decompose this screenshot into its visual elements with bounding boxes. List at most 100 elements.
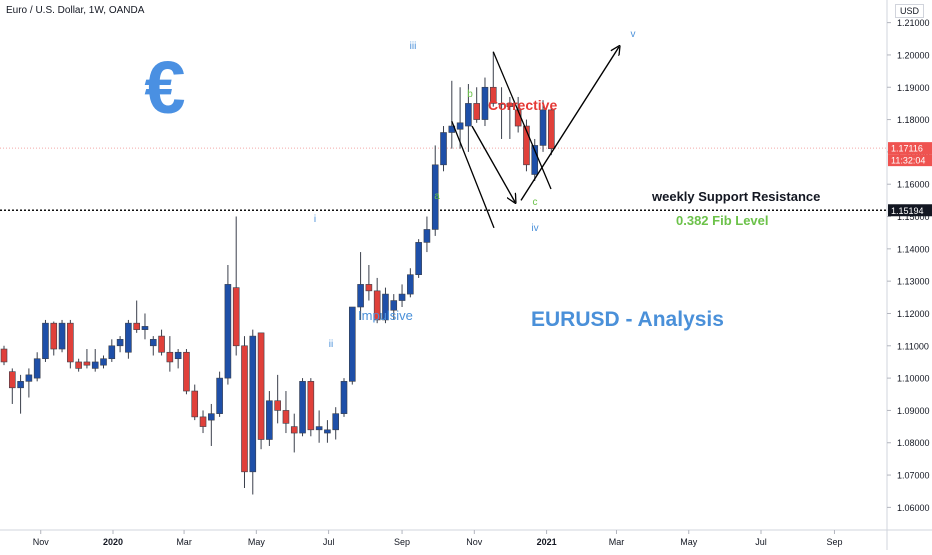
symbol-title: Euro / U.S. Dollar, 1W, OANDA: [6, 5, 145, 16]
price-tick-label: 1.08000: [897, 438, 930, 448]
candle-body: [456, 122, 464, 130]
candle-body: [8, 371, 16, 389]
candle-body: [373, 290, 381, 321]
candle-body: [149, 339, 157, 347]
time-tick-label: Sep: [826, 537, 842, 547]
candle-body: [481, 86, 489, 120]
candle-body: [100, 358, 107, 366]
price-tick-label: 1.15000: [897, 212, 930, 222]
wave-label-a: a: [434, 191, 440, 202]
wave-label-iv: iv: [531, 223, 538, 234]
price-tick-label: 1.16000: [897, 180, 930, 190]
price-tick-label: 1.20000: [897, 50, 930, 60]
wave-v-arrow: [520, 47, 619, 201]
candle-body: [423, 229, 431, 243]
price-tick-label: 1.06000: [897, 503, 930, 513]
candle-body: [83, 361, 91, 366]
candle-body: [75, 361, 82, 369]
candle-body: [133, 322, 140, 330]
candle-body: [440, 132, 447, 166]
wave-c-arrow: [471, 125, 515, 202]
price-tick-label: 1.18000: [897, 115, 930, 125]
candle-body: [0, 348, 8, 363]
currency-selector[interactable]: USD: [894, 4, 924, 18]
candle-body: [33, 358, 41, 379]
candle-body: [539, 109, 547, 146]
candle-body: [506, 103, 514, 107]
level-price-label: 1.15194: [891, 206, 924, 216]
wave-label-i: i: [314, 214, 316, 225]
candle-body: [158, 335, 165, 353]
wave-label-iii: iii: [410, 41, 417, 52]
upper-channel-line: [492, 51, 552, 190]
time-tick-label: Nov: [466, 537, 483, 547]
candle-body: [116, 339, 124, 347]
level-price-tag: 1.15194: [888, 204, 932, 217]
price-tick-label: 1.13000: [897, 277, 930, 287]
candle-body: [390, 300, 398, 311]
candle-body: [17, 381, 24, 389]
last-price-label: 1.17116: [891, 144, 923, 154]
candle-body: [290, 426, 298, 434]
candle-body: [67, 322, 74, 363]
candle-body: [216, 377, 223, 414]
wave-label-c: c: [533, 197, 538, 208]
countdown-label: 11:32:04: [891, 156, 925, 166]
lower-channel-line: [451, 120, 495, 229]
time-tick-label: Mar: [176, 537, 192, 547]
candle-body: [431, 164, 439, 230]
price-tick-label: 1.14000: [897, 244, 930, 254]
candle-body: [348, 306, 356, 382]
wave-label-b: b: [467, 89, 473, 100]
candle-body: [249, 335, 257, 473]
candle-body: [498, 103, 505, 105]
last-price-tag-bg: [888, 142, 932, 155]
price-tick-label: 1.07000: [897, 471, 930, 481]
candle-body: [232, 287, 240, 347]
candle-body: [25, 374, 33, 382]
fib-level-label: 0.382 Fib Level: [676, 213, 769, 228]
candle-body: [489, 86, 497, 104]
candle-body: [257, 332, 265, 440]
candle-body: [266, 400, 273, 440]
candle-body: [357, 284, 364, 308]
candle-body: [125, 322, 132, 353]
level-price-tag-bg: [888, 204, 932, 217]
price-tick-label: 1.12000: [897, 309, 930, 319]
candle-body: [365, 284, 373, 292]
candle-body: [407, 274, 414, 295]
candle-body: [324, 429, 331, 434]
time-tick-label: May: [248, 537, 266, 547]
time-tick-label: Jul: [323, 537, 335, 547]
candle-body: [199, 416, 207, 427]
candle-body: [108, 345, 116, 360]
candle-body: [307, 381, 315, 431]
candle-body: [465, 103, 472, 127]
time-tick-label: May: [680, 537, 698, 547]
candle-body: [548, 109, 555, 149]
time-tick-label: Jul: [755, 537, 767, 547]
last-price-tag: 1.17116 11:32:04: [888, 142, 932, 167]
candle-body: [208, 413, 215, 421]
time-tick-label: Nov: [33, 537, 50, 547]
candle-body: [174, 351, 182, 360]
candle-body: [274, 400, 281, 411]
candle-body: [282, 410, 290, 424]
time-tick-label: 2020: [103, 537, 123, 547]
time-tick-label: 2021: [537, 537, 557, 547]
price-tick-label: 1.19000: [897, 83, 930, 93]
euro-symbol-icon: €: [144, 46, 185, 129]
candle-body: [58, 322, 66, 350]
candle-body: [141, 326, 149, 330]
price-tick-label: 1.09000: [897, 406, 930, 416]
candle-body: [191, 390, 199, 418]
candle-body: [183, 351, 190, 392]
candle-body: [42, 322, 49, 360]
price-tick-label: 1.11000: [897, 341, 929, 351]
candle-body: [523, 125, 530, 166]
candle-body: [299, 381, 306, 434]
candle-body: [224, 284, 232, 379]
candle-body: [415, 242, 422, 275]
